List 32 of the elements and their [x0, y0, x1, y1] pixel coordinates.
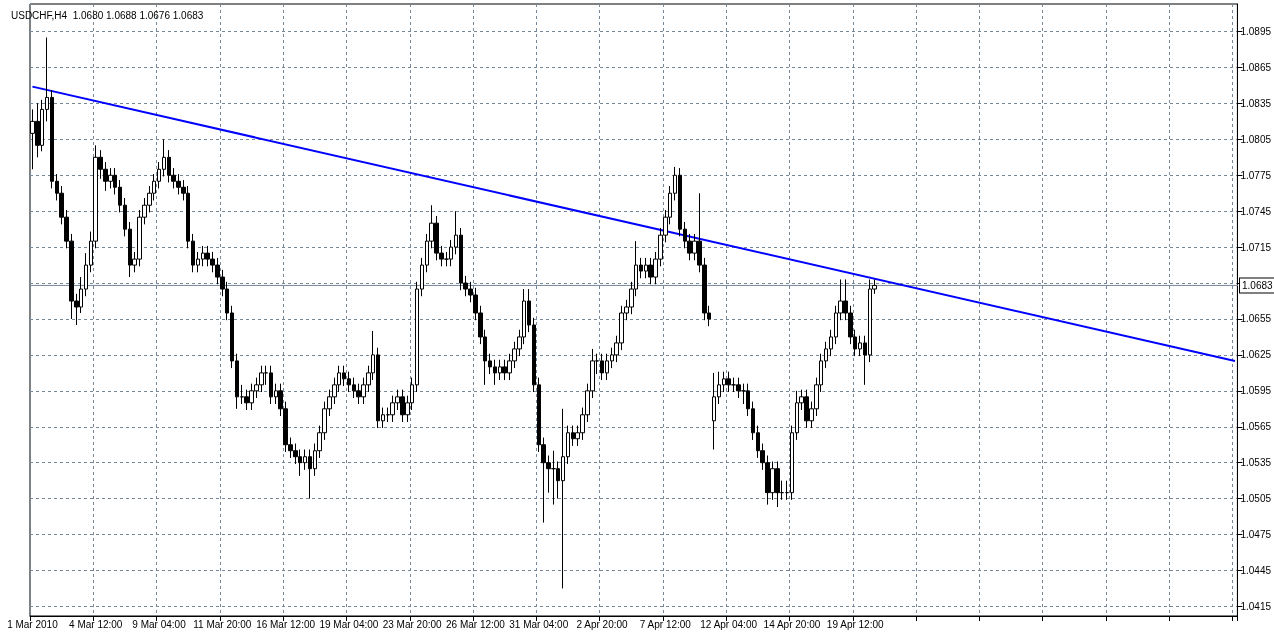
y-tick-label: 1.0805 — [1240, 133, 1272, 145]
y-tick-label: 1.0895 — [1240, 26, 1272, 38]
y-tick-label: 1.0775 — [1240, 169, 1272, 181]
x-tick-label: 16 Mar 12:00 — [256, 618, 316, 630]
x-tick-label: 12 Apr 04:00 — [700, 618, 758, 630]
y-tick-label: 1.0835 — [1240, 97, 1272, 109]
x-tick-label: 7 Apr 12:00 — [639, 618, 692, 630]
x-tick-label: 14 Apr 20:00 — [763, 618, 821, 630]
y-tick-label: 1.0505 — [1240, 493, 1272, 505]
y-tick-label: 1.0535 — [1240, 457, 1272, 469]
x-tick-label: 19 Apr 12:00 — [826, 618, 885, 630]
y-tick-label: 1.0445 — [1240, 564, 1272, 576]
y-tick-label: 1.0475 — [1240, 529, 1272, 541]
y-tick-label: 1.0625 — [1240, 349, 1272, 361]
x-tick-label: 19 Mar 04:00 — [319, 618, 379, 630]
x-tick-label: 11 Mar 20:00 — [193, 618, 252, 630]
x-tick-label: 4 Mar 12:00 — [69, 618, 123, 630]
x-tick-label: 2 Apr 20:00 — [576, 618, 629, 630]
y-tick-label: 1.0565 — [1240, 421, 1272, 433]
y-tick-label: 1.0715 — [1240, 241, 1272, 253]
x-tick-label: 26 Mar 12:00 — [446, 618, 506, 630]
x-tick-label: 1 Mar 2010 — [7, 618, 59, 630]
y-tick-label: 1.0415 — [1240, 600, 1272, 612]
x-tick-label: 9 Mar 04:00 — [132, 618, 187, 630]
x-tick-label: 23 Mar 20:00 — [382, 618, 443, 630]
y-tick-label: 1.0865 — [1240, 61, 1272, 73]
y-tick-label: 1.0595 — [1240, 385, 1272, 397]
ref-line-label: 1.0683 — [1242, 279, 1274, 291]
x-tick-label: 31 Mar 04:00 — [509, 618, 569, 630]
text: USDCHF,H4 1.0680 1.0688 1.0676 1.0683 — [11, 9, 204, 21]
y-tick-label: 1.0745 — [1240, 205, 1272, 217]
y-tick-label: 1.0655 — [1240, 313, 1272, 325]
